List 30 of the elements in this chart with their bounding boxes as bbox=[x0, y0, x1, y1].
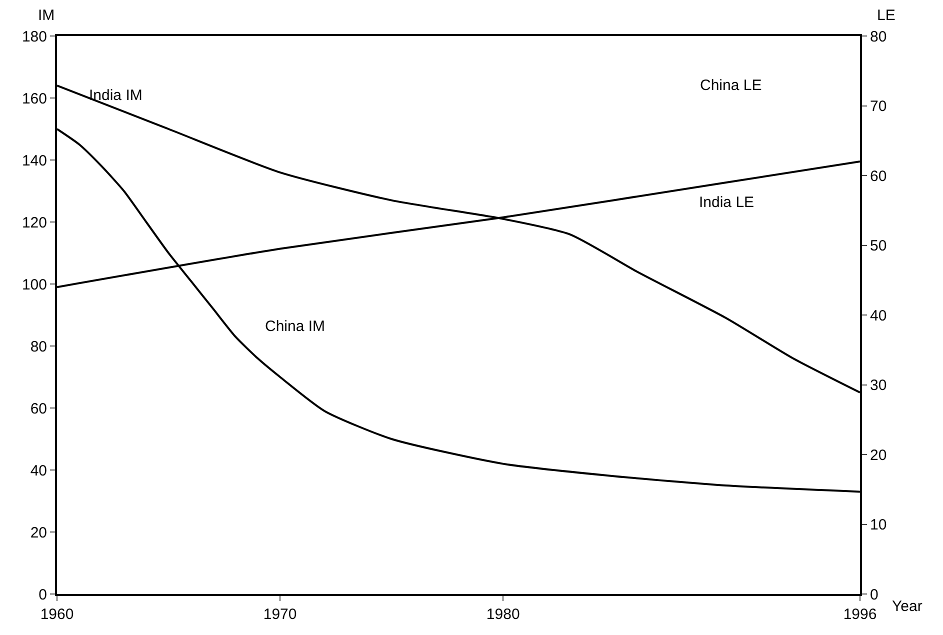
y-axis-title: IM bbox=[38, 7, 55, 24]
y2-tick-label: 80 bbox=[870, 28, 887, 46]
y2-tick-label: 0 bbox=[870, 586, 878, 604]
y-tick-label: 80 bbox=[30, 338, 47, 356]
y-tick-label: 0 bbox=[38, 586, 47, 604]
y-tick-label: 40 bbox=[30, 462, 47, 480]
y-tick-label: 160 bbox=[22, 90, 47, 108]
series-label: India IM bbox=[89, 87, 142, 104]
annotation: China LE bbox=[700, 77, 762, 94]
y2-tick-label: 60 bbox=[870, 168, 887, 185]
x-tick-label: 1996 bbox=[843, 606, 877, 623]
y-tick-label: 180 bbox=[22, 28, 47, 46]
y-tick-label: 120 bbox=[22, 214, 47, 232]
y-tick-label: 140 bbox=[22, 152, 47, 170]
y2-tick-label: 70 bbox=[870, 98, 887, 115]
y-tick-label: 60 bbox=[30, 400, 47, 418]
y-tick-label: 100 bbox=[22, 276, 47, 294]
x-tick-label: 1960 bbox=[40, 606, 74, 623]
y2-tick-label: 20 bbox=[870, 446, 887, 464]
y2-axis-title: LE bbox=[877, 7, 896, 24]
series-label: China IM bbox=[265, 318, 326, 335]
y2-tick-label: 50 bbox=[870, 238, 887, 254]
y-tick-label: 20 bbox=[30, 524, 47, 542]
x-tick-label: 1970 bbox=[263, 606, 297, 623]
x-axis-title: Year bbox=[892, 598, 922, 615]
y2-tick-label: 40 bbox=[870, 307, 887, 324]
x-tick-label: 1980 bbox=[486, 606, 520, 623]
y2-tick-label: 30 bbox=[870, 377, 887, 394]
series-label: India LE bbox=[699, 194, 754, 211]
y2-tick-label: 10 bbox=[870, 516, 887, 534]
